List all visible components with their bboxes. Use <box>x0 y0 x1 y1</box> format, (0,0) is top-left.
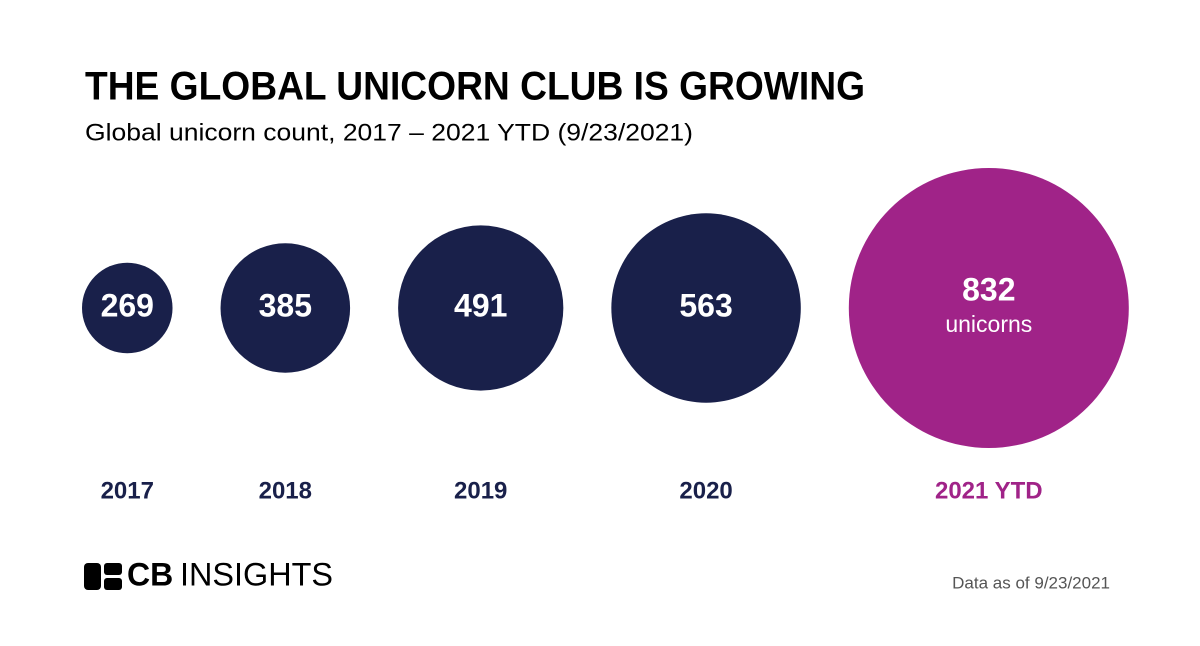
bubble <box>220 243 351 373</box>
logo-icon <box>84 563 101 590</box>
logo: CB INSIGHTS <box>84 556 333 592</box>
data-label: 832 <box>962 271 1015 307</box>
chart-title: THE GLOBAL UNICORN CLUB IS GROWING <box>85 65 865 109</box>
annotation: unicorns <box>945 311 1032 337</box>
x-tick-label: 2021 YTD <box>935 477 1043 504</box>
data-label: 491 <box>454 287 507 323</box>
data-label: 563 <box>679 287 732 323</box>
x-tick-label: 2017 <box>101 477 154 504</box>
logo-icon <box>104 578 122 590</box>
chart-subtitle: Global unicorn count, 2017 – 2021 YTD (9… <box>85 119 693 146</box>
logo-icon <box>104 563 122 575</box>
bubble <box>848 168 1129 448</box>
x-tick-label: 2020 <box>679 477 732 504</box>
logo-light: INSIGHTS <box>180 556 333 592</box>
data-label: 269 <box>101 287 154 323</box>
x-tick-label: 2019 <box>454 477 507 504</box>
logo-bold: CB <box>127 556 173 592</box>
bubble <box>611 213 801 403</box>
x-tick-label: 2018 <box>259 477 312 504</box>
source-note: Data as of 9/23/2021 <box>952 573 1110 592</box>
data-label: 385 <box>259 287 312 323</box>
bubble <box>398 225 564 391</box>
bubble <box>82 262 173 354</box>
